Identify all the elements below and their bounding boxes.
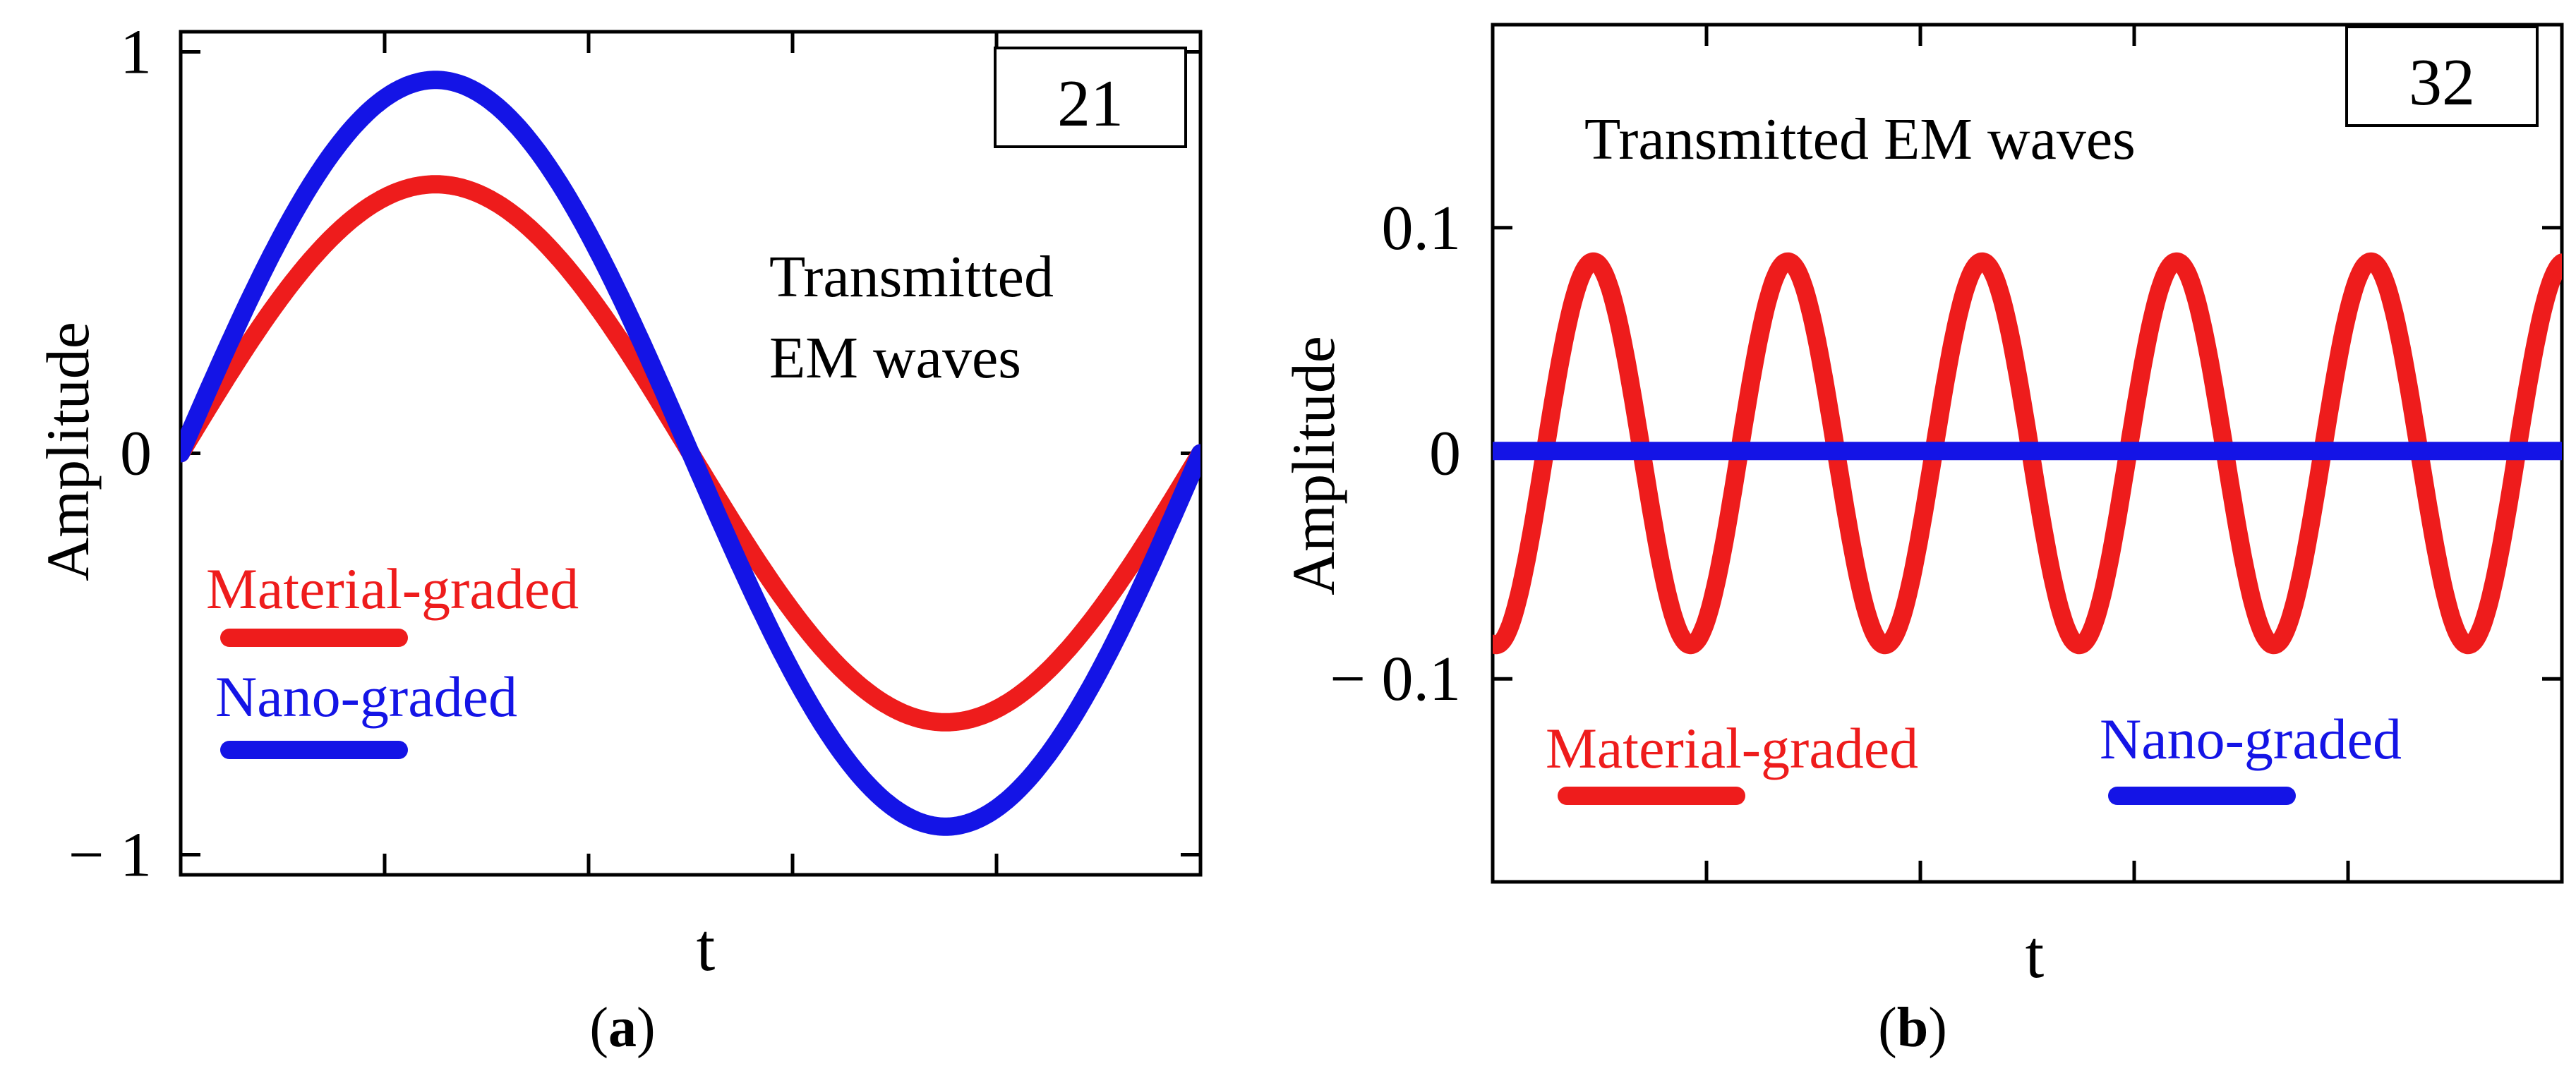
panel-letter-a: a (608, 997, 637, 1059)
series-line-nano-graded-a (181, 71, 1200, 836)
box-label-b: 32 (2345, 25, 2539, 127)
y-tick-label-b-0: 0.1 (1382, 193, 1462, 263)
legend-label-material-graded-a: Material-graded (206, 557, 579, 621)
box-label-frame-b (2345, 25, 2539, 127)
chart-panel-b: 0.1 0 − 0.1 32 Transmitted EM waves Materi… (1280, 23, 2564, 1059)
annotation-line-2-a: EM waves (769, 325, 1021, 391)
x-axis-label-a: t (697, 909, 716, 985)
box-label-frame-a (994, 47, 1187, 148)
panel-label-b: (b) (1878, 997, 1947, 1059)
y-tick-label-a-2: − 1 (68, 820, 152, 890)
box-label-a: 21 (994, 47, 1187, 148)
legend-label-nano-graded-b: Nano-graded (2100, 707, 2402, 771)
chart-panel-a: 1 0 − 1 21 Transmitted EM waves Material-g… (34, 17, 1203, 1059)
legend-label-nano-graded-a: Nano-graded (215, 665, 517, 729)
panel-letter-b: b (1897, 997, 1929, 1059)
y-ticks-b: 0.1 0 − 0.1 (1330, 193, 2562, 714)
y-tick-label-b-2: − 0.1 (1330, 644, 1461, 714)
panel-label-a: (a) (589, 997, 655, 1059)
series-line-material-graded-b (1493, 252, 2562, 655)
y-tick-label-b-1: 0 (1429, 419, 1461, 489)
y-tick-label-a-1: 0 (120, 419, 152, 489)
legend-a: Material-graded Nano-graded (206, 557, 579, 759)
box-label-text-a: 21 (1057, 67, 1124, 140)
y-axis-label-b: Amplitude (1280, 336, 1347, 595)
box-label-text-b: 32 (2409, 46, 2475, 119)
x-ticks-b (1704, 25, 2350, 882)
x-ticks-a (383, 32, 999, 875)
y-tick-label-a-0: 1 (120, 17, 152, 87)
annotation-line-1-b: Transmitted EM waves (1584, 107, 2136, 172)
x-axis-label-b: t (2026, 916, 2045, 992)
legend-b: Material-graded Nano-graded (1546, 707, 2402, 805)
legend-label-material-graded-b: Material-graded (1546, 716, 1918, 780)
y-axis-label-a: Amplitude (34, 322, 102, 581)
annotation-line-1-a: Transmitted (769, 244, 1054, 310)
